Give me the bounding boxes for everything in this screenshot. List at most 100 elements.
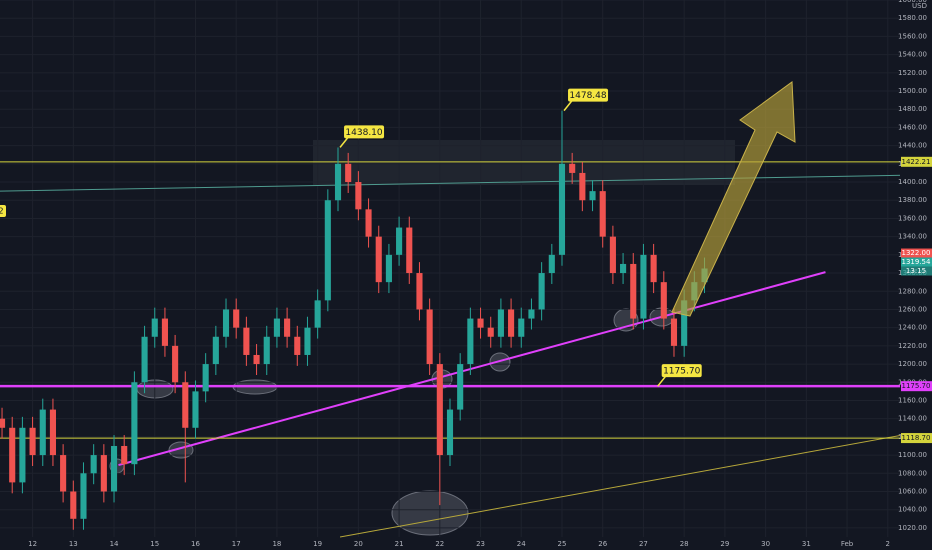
candle-body [273,318,280,337]
y-tick-label: 1480.00 [898,105,927,113]
candle-body [334,163,342,201]
axis-tag [901,381,932,392]
y-tick-label: 1280.00 [898,287,927,295]
x-tick-label: 16 [191,540,200,548]
y-tick-label: 1020.00 [898,524,927,532]
x-tick-label: 31 [802,540,811,548]
candle-body [589,191,596,201]
y-tick-label: 1380.00 [898,196,927,204]
x-tick-label: 26 [598,540,607,548]
candle-body [416,273,423,310]
candle-body [172,345,179,383]
y-tick-label: 1440.00 [898,142,927,150]
candle-body [182,382,189,428]
left-tag-label: 2 [0,207,4,216]
y-tick-label: 1040.00 [898,506,927,514]
zone [313,140,735,185]
trend-line [339,429,932,538]
candle-body [660,282,667,319]
x-tick-label: 13 [69,540,78,548]
candle-body [497,309,504,337]
candle-body [141,336,148,383]
candle-body [253,354,260,365]
y-tick-label: 1260.00 [898,305,927,313]
y-tick-label: 1360.00 [898,214,927,222]
y-tick-label: 1580.00 [898,14,927,22]
candle-body [569,163,576,173]
x-tick-label: 28 [680,540,689,548]
callout-pointer [339,136,349,148]
candle-body [426,309,433,365]
y-tick-label: 1140.00 [898,415,927,423]
projection-arrow [671,81,796,317]
candle-body [70,491,77,519]
candle-body [233,309,240,328]
x-tick-label: 12 [28,540,37,548]
y-tick-label: 1540.00 [898,51,927,59]
candle-body [110,445,118,492]
candle-body [49,409,56,456]
y-tick-label: 1560.00 [898,32,927,40]
candle-body [212,336,219,365]
callout-pointer [657,375,667,387]
candle-body [161,318,168,346]
countdown-label: 13:15 [906,267,926,275]
candle-body [121,445,128,465]
x-tick-label: 23 [476,540,485,548]
axis-tag-label: 1118.70 [902,434,931,442]
candle-body [263,336,270,365]
x-tick-label: 22 [435,540,444,548]
candle-body [294,336,301,355]
candle-body [385,254,392,283]
candle-body [80,473,87,519]
candle-body [151,318,158,337]
candle-body [406,227,413,274]
candle-body [324,200,331,301]
callout-label: 1438.10 [345,128,382,138]
candle-body [477,318,484,328]
x-tick-label: Feb [841,540,854,548]
candle-body [650,254,657,283]
y-tick-label: 1520.00 [898,69,927,77]
x-tick-label: 15 [150,540,159,548]
countdown-tag [901,266,932,276]
x-tick-label: 14 [110,540,119,548]
marker-ellipse [391,490,469,536]
y-tick-label: 1460.00 [898,123,927,131]
x-tick-label: 17 [232,540,241,548]
x-tick-label: 30 [761,540,770,548]
price-tag-label: 1322.00 [902,249,931,257]
candle-body [528,309,535,319]
y-tick-label: 1500.00 [898,87,927,95]
candle-body [620,263,627,274]
candle-body [0,418,6,428]
y-tick-label: 1200.00 [898,360,927,368]
candle-body [487,327,494,337]
candle-body [90,455,97,474]
candle-body [548,254,555,274]
candle-body [446,409,454,456]
candle-body [558,163,566,255]
y-tick-label: 1100.00 [898,451,927,459]
price-tag-label: 1319.54 [902,258,931,266]
callout-label: 1478.48 [569,91,606,101]
x-tick-label: 2 [886,540,890,548]
candle-body [222,309,230,337]
candle-body [467,318,474,365]
candle-body [436,364,443,456]
candle-body [284,318,291,337]
candle-body [9,427,16,483]
candle-body [609,236,616,274]
candle-body [29,427,36,456]
y-tick-label: 1240.00 [898,324,927,332]
axis-tag-label: 1422.21 [902,158,931,166]
candle-body [375,236,382,283]
callout-pointer [563,100,573,112]
x-tick-label: 27 [639,540,648,548]
x-tick-label: 19 [313,540,322,548]
candle-body [60,455,67,492]
axis-tag [901,156,932,167]
x-tick-label: 24 [517,540,526,548]
axis-unit: USD [912,2,927,10]
